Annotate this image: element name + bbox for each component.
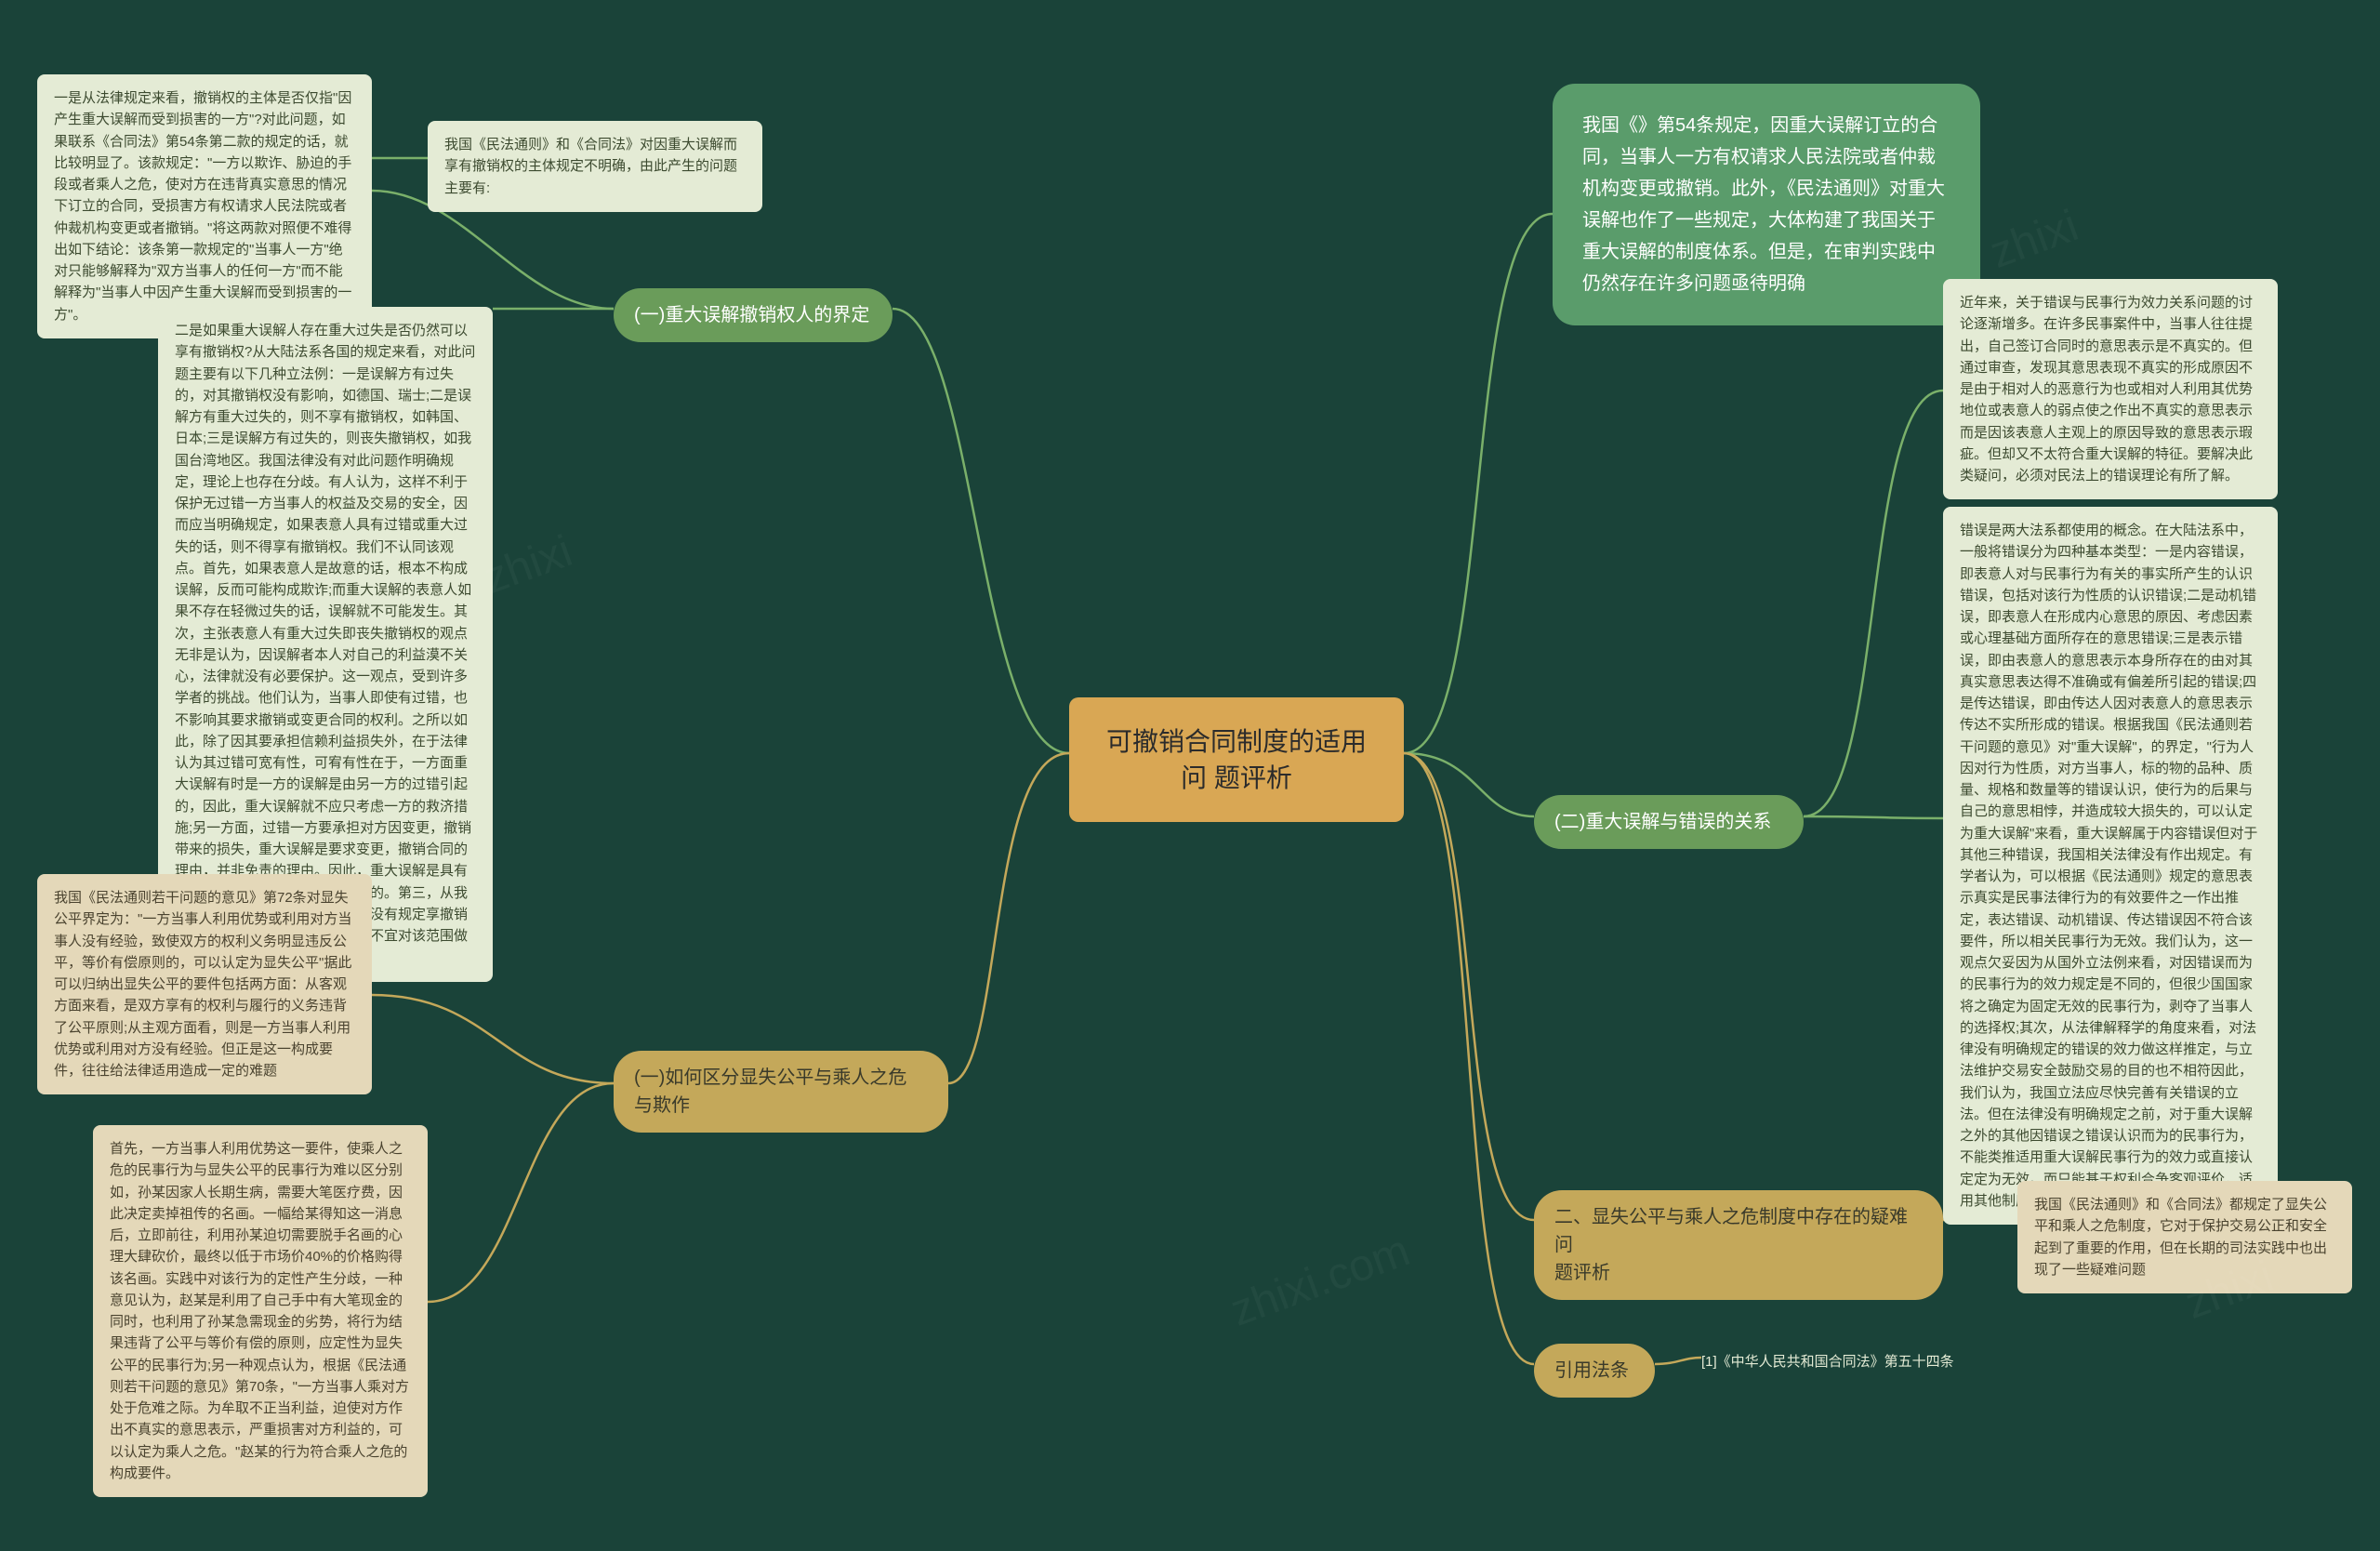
leaf-4: 我国《民法通则若干问题的意见》第72条对显失公平界定为："一方当事人利用优势或利… xyxy=(37,874,372,1094)
leaf-9: [1]《中华人民共和国合同法》第五十四条 xyxy=(1701,1348,2008,1377)
watermark: zhixi.com xyxy=(1224,1225,1417,1336)
leaf-8: 我国《民法通则》和《合同法》都规定了显失公平和乘人之危制度，它对于保护交易公正和… xyxy=(2017,1181,2352,1293)
leaf-6: 近年来，关于错误与民事行为效力关系问题的讨论逐渐增多。在许多民事案件中，当事人往… xyxy=(1943,279,2278,499)
leaf-1: 一是从法律规定来看，撤销权的主体是否仅指"因产生重大误解而受到损害的一方"?对此… xyxy=(37,74,372,338)
watermark: zhixi xyxy=(1983,200,2084,279)
leaf-7: 错误是两大法系都使用的概念。在大陆法系中，一般将错误分为四种基本类型：一是内容错… xyxy=(1943,507,2278,1225)
branch-3: (二)重大误解与错误的关系 xyxy=(1534,795,1804,849)
branch-4: 二、显失公平与乘人之危制度中存在的疑难问 题评析 xyxy=(1534,1190,1943,1300)
branch-2: (一)如何区分显失公平与乘人之危 与欺作 xyxy=(614,1051,948,1133)
branch-5: 引用法条 xyxy=(1534,1344,1655,1398)
leaf-2: 我国《民法通则》和《合同法》对因重大误解而享有撤销权的主体规定不明确，由此产生的… xyxy=(428,121,762,212)
leaf-5: 首先，一方当事人利用优势这一要件，使乘人之危的民事行为与显失公平的民事行为难以区… xyxy=(93,1125,428,1497)
intro-node: 我国《》第54条规定，因重大误解订立的合同，当事人一方有权请求人民法院或者仲裁机… xyxy=(1553,84,1980,325)
branch-1: (一)重大误解撤销权人的界定 xyxy=(614,288,892,342)
center-node: 可撤销合同制度的适用问 题评析 xyxy=(1069,697,1404,822)
